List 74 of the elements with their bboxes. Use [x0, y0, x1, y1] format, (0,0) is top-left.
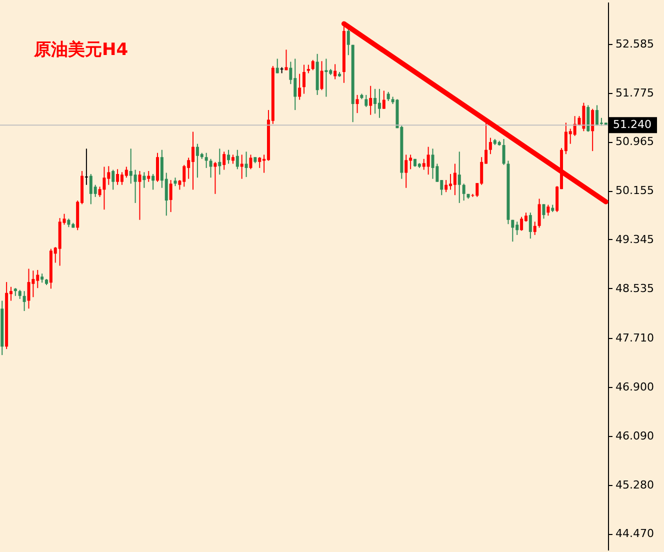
- candlestick: [582, 102, 586, 132]
- candlestick: [324, 58, 328, 98]
- candlestick: [156, 152, 159, 182]
- candlestick: [112, 169, 115, 190]
- candlestick: [214, 161, 217, 194]
- candlestick: [249, 154, 252, 170]
- candlestick: [134, 169, 137, 204]
- candlestick: [520, 216, 524, 232]
- candlestick: [116, 168, 120, 186]
- candlestick: [22, 290, 26, 312]
- candlestick: [236, 149, 239, 170]
- candlestick: [40, 273, 44, 284]
- candlestick: [488, 137, 492, 155]
- candlestick: [124, 166, 128, 178]
- candlestick: [298, 73, 302, 100]
- candlestick: [169, 180, 172, 213]
- y-tick-label: 49.345: [616, 232, 654, 246]
- candlestick: [458, 151, 461, 204]
- candlestick: [218, 148, 222, 176]
- candlestick: [276, 58, 279, 74]
- y-tick-label: 50.965: [616, 135, 654, 148]
- candlestick: [596, 104, 599, 126]
- y-tick-label: 48.535: [616, 282, 654, 295]
- candlestick: [404, 154, 408, 188]
- candlestick: [231, 154, 234, 164]
- candlestick: [591, 108, 594, 152]
- candlestick: [209, 158, 212, 178]
- candlestick: [320, 60, 324, 91]
- candlestick: [152, 174, 155, 190]
- candlestick: [147, 170, 150, 182]
- candlestick: [240, 154, 244, 180]
- candlestick: [258, 156, 262, 168]
- candlestick: [227, 149, 230, 164]
- y-tick-label: 46.090: [616, 429, 654, 442]
- candlestick: [142, 172, 146, 188]
- candlestick: [369, 85, 372, 116]
- candlestick: [311, 59, 314, 71]
- candlestick: [502, 138, 506, 166]
- candlestick: [528, 212, 532, 240]
- candlestick: [462, 183, 466, 202]
- candlestick: [356, 94, 359, 114]
- candlestick: [431, 148, 434, 180]
- y-tick-label: 52.585: [616, 37, 654, 50]
- y-tick-label: 44.470: [616, 527, 654, 540]
- candlestick: [374, 88, 377, 114]
- candlestick: [444, 180, 448, 193]
- candlestick: [102, 166, 106, 210]
- y-tick-label: 51.775: [616, 86, 654, 100]
- candlestick: [222, 151, 226, 170]
- y-tick-label: 47.710: [616, 332, 654, 345]
- candlestick: [334, 64, 337, 80]
- candlestick: [453, 163, 456, 196]
- candlestick: [386, 91, 390, 102]
- text: 原油美元H4: [33, 40, 128, 60]
- candlestick: [511, 219, 514, 242]
- candlestick: [138, 170, 142, 220]
- candlestick: [284, 49, 288, 71]
- candlestick: [546, 204, 550, 216]
- candlestick: [382, 90, 386, 110]
- ref-line-label: 51.240: [613, 118, 652, 132]
- y-tick-label: 46.900: [616, 380, 654, 394]
- candlestick: [538, 198, 541, 228]
- candlestick: [18, 289, 22, 300]
- y-tick-label: 45.280: [616, 478, 654, 492]
- candlestick: [378, 88, 381, 118]
- candlestick: [426, 146, 430, 176]
- candlestick: [27, 268, 30, 310]
- candlestick: [533, 221, 536, 236]
- candlestick: [542, 204, 546, 220]
- candlestick: [204, 152, 208, 168]
- y-tick-label: 50.155: [616, 184, 654, 198]
- candlestick: [302, 64, 306, 94]
- candlestick: [364, 94, 368, 108]
- candlestick: [244, 151, 248, 178]
